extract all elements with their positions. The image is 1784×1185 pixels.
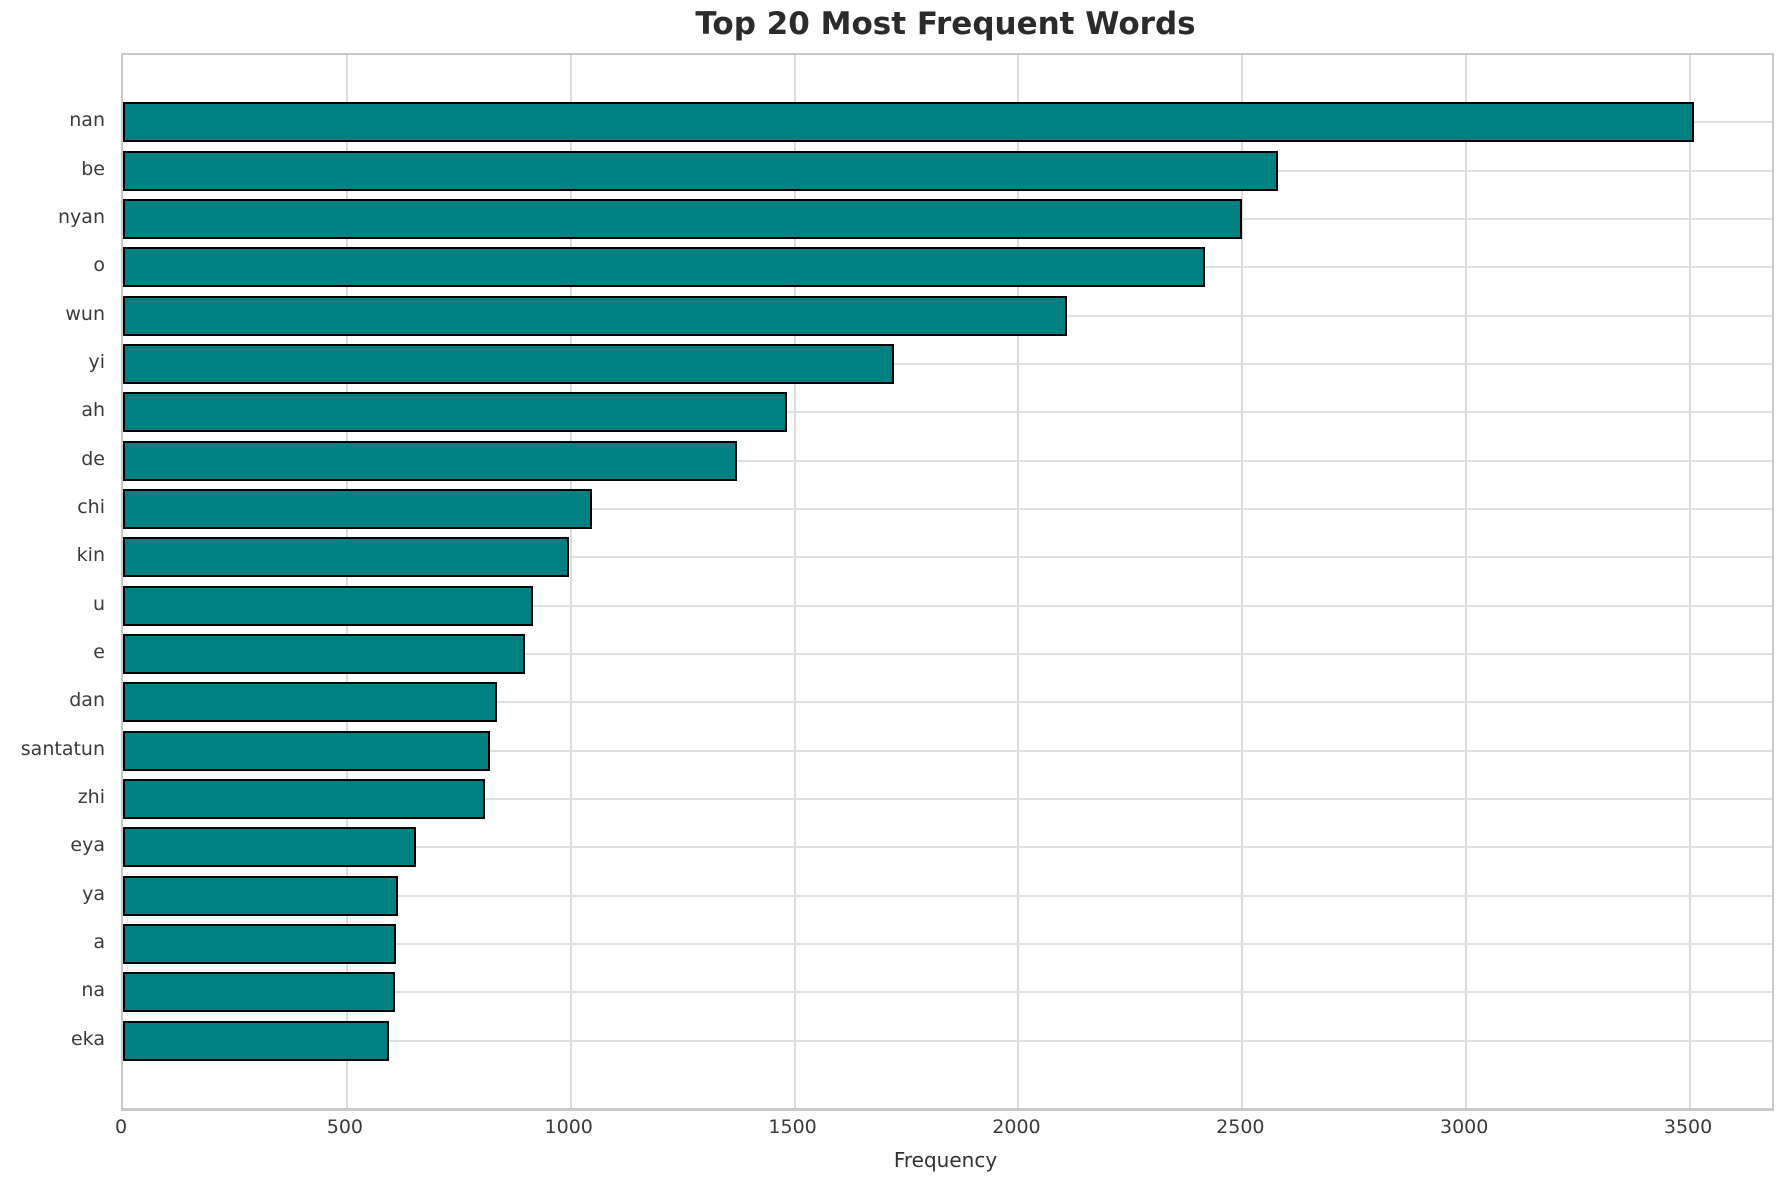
y-tick-label-u: u (92, 592, 105, 615)
y-gridline-eya (123, 846, 1772, 849)
x-gridline-3500 (1689, 55, 1692, 1108)
y-tick-label-be: be (81, 157, 105, 180)
x-tick-label-1000: 1000 (544, 1116, 593, 1138)
y-gridline-santatun (123, 749, 1772, 752)
y-tick-label-ya: ya (82, 882, 105, 905)
y-gridline-dan (123, 701, 1772, 704)
bar-yi (123, 343, 895, 384)
bar-eka (123, 1020, 389, 1061)
y-tick-label-eka: eka (70, 1027, 105, 1050)
x-tick-label-500: 500 (326, 1116, 363, 1138)
bar-a (123, 924, 397, 965)
y-gridline-ah (123, 411, 1772, 414)
y-tick-label-zhi: zhi (77, 786, 105, 809)
y-gridline-de (123, 459, 1772, 462)
bar-dan (123, 682, 497, 723)
y-gridline-na (123, 991, 1772, 994)
bar-be (123, 150, 1278, 191)
y-tick-label-nan: nan (69, 109, 105, 132)
x-gridline-500 (345, 55, 348, 1108)
bar-wun (123, 295, 1067, 336)
chart-title: Top 20 Most Frequent Words (695, 6, 1196, 42)
y-tick-label-dan: dan (69, 689, 105, 712)
y-gridline-ya (123, 894, 1772, 897)
y-tick-label-ah: ah (81, 399, 105, 422)
x-tick-label-2500: 2500 (1216, 1116, 1265, 1138)
x-gridline-2500 (1241, 55, 1244, 1108)
bar-nan (123, 102, 1694, 143)
bar-ah (123, 392, 788, 433)
bar-santatun (123, 730, 491, 771)
y-tick-label-wun: wun (65, 302, 105, 325)
x-tick-label-1500: 1500 (768, 1116, 817, 1138)
x-tick-label-3500: 3500 (1663, 1116, 1713, 1138)
bar-na (123, 972, 395, 1013)
y-gridline-zhi (123, 798, 1772, 801)
y-tick-label-yi: yi (88, 350, 105, 373)
bar-zhi (123, 779, 486, 820)
y-tick-label-a: a (93, 931, 105, 954)
y-gridline-a (123, 943, 1772, 946)
y-tick-label-santatun: santatun (20, 737, 105, 760)
bar-chi (123, 488, 592, 529)
x-tick-label-0: 0 (114, 1116, 128, 1138)
bar-u (123, 585, 533, 626)
x-gridline-3000 (1465, 55, 1468, 1108)
bar-e (123, 634, 526, 675)
bar-de (123, 440, 738, 481)
y-tick-label-o: o (93, 254, 105, 277)
x-tick-label-2000: 2000 (992, 1116, 1041, 1138)
bar-nyan (123, 198, 1243, 239)
x-gridline-2000 (1017, 55, 1020, 1108)
y-tick-label-e: e (93, 641, 105, 664)
bar-kin (123, 537, 570, 578)
y-tick-label-nyan: nyan (58, 205, 105, 228)
x-gridline-1500 (793, 55, 796, 1108)
y-gridline-yi (123, 362, 1772, 365)
y-tick-label-de: de (81, 447, 105, 470)
x-axis-title: Frequency (893, 1148, 998, 1172)
y-gridline-chi (123, 507, 1772, 510)
x-gridline-1000 (569, 55, 572, 1108)
y-tick-label-na: na (81, 979, 105, 1002)
y-tick-label-eya: eya (70, 834, 105, 857)
y-gridline-e (123, 653, 1772, 656)
y-tick-label-chi: chi (77, 495, 105, 518)
bar-o (123, 247, 1206, 288)
plot-area (121, 53, 1774, 1111)
bar-ya (123, 875, 398, 916)
x-tick-label-3000: 3000 (1440, 1116, 1489, 1138)
y-gridline-kin (123, 556, 1772, 559)
y-gridline-eka (123, 1039, 1772, 1042)
y-tick-label-kin: kin (76, 544, 105, 567)
y-gridline-u (123, 604, 1772, 607)
bar-eya (123, 827, 417, 868)
